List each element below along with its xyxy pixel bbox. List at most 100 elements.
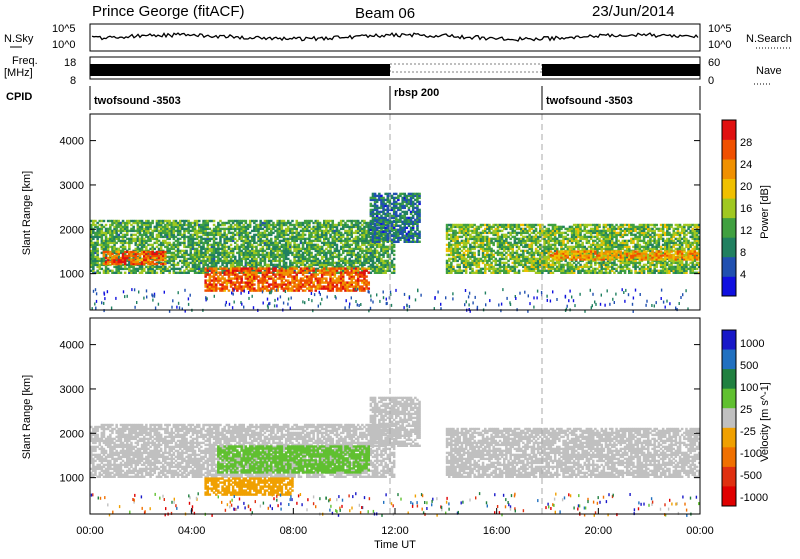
range-time-cell (270, 228, 273, 230)
range-time-cell (215, 267, 218, 269)
range-time-cell (291, 220, 294, 222)
range-time-cell (528, 252, 531, 254)
range-time-cell (259, 220, 262, 222)
range-time-cell (306, 267, 309, 269)
range-time-cell (399, 213, 402, 215)
range-time-cell (376, 250, 379, 252)
range-time-cell (164, 240, 167, 242)
range-time-cell (177, 222, 180, 224)
range-time-cell (469, 262, 472, 264)
range-time-cell (270, 283, 273, 285)
range-time-cell (283, 281, 286, 283)
range-time-cell (317, 244, 320, 246)
range-time-cell (230, 244, 233, 246)
freq-tick-low: 8 (70, 75, 76, 87)
range-time-cell (473, 252, 476, 254)
range-time-cell (482, 260, 485, 262)
range-time-cell (459, 236, 462, 238)
freq-label: Freq. (12, 55, 38, 67)
range-time-cell (376, 199, 379, 201)
range-time-cell (259, 232, 262, 234)
range-time-cell (365, 246, 368, 248)
range-time-cell (353, 281, 356, 283)
range-time-cell (107, 268, 110, 270)
range-time-cell (247, 224, 250, 226)
range-time-cell (518, 224, 521, 226)
range-time-cell (177, 268, 180, 270)
range-time-cell (107, 228, 110, 230)
range-time-cell (223, 222, 226, 224)
beam-label: Beam 06 (355, 5, 415, 22)
range-time-cell (505, 262, 508, 264)
range-time-cell (283, 230, 286, 232)
range-time-cell (213, 267, 216, 269)
range-time-cell (107, 251, 110, 253)
range-time-cell (528, 244, 531, 246)
range-time-cell (518, 232, 521, 234)
range-time-cell (154, 242, 157, 244)
range-time-cell (259, 248, 262, 250)
range-time-cell (270, 220, 273, 222)
range-time-cell (329, 220, 332, 222)
range-time-cell (505, 224, 508, 226)
range-time-cell (164, 246, 167, 248)
range-time-cell (357, 267, 360, 269)
range-time-cell (99, 272, 102, 274)
range-time-cell (469, 234, 472, 236)
range-time-cell (247, 262, 250, 264)
range-time-cell (317, 220, 320, 222)
range-time-cell (105, 224, 108, 226)
nsky-panel: N.Sky 10^5 10^0 10^5 10^0 N.Search (4, 23, 792, 51)
range-time-cell (376, 256, 379, 258)
range-time-cell (365, 275, 368, 277)
range-time-cell (342, 234, 345, 236)
range-time-cell (376, 264, 379, 266)
range-time-cell (353, 275, 356, 277)
range-time-cell (412, 193, 415, 195)
station-title: Prince George (fitACF) (92, 3, 245, 20)
range-time-cell (270, 260, 273, 262)
range-time-cell (156, 263, 159, 265)
freq-tick-high: 18 (64, 57, 76, 69)
range-time-cell (285, 262, 288, 264)
range-time-cell (459, 242, 462, 244)
range-time-cell (495, 268, 498, 270)
range-time-cell (446, 254, 449, 256)
range-time-cell (236, 244, 239, 246)
range-time-cell (329, 267, 332, 269)
range-time-cell (118, 230, 121, 232)
range-time-cell (518, 238, 521, 240)
range-time-cell (200, 236, 203, 238)
range-time-cell (304, 234, 307, 236)
range-time-cell (107, 257, 110, 259)
power-data-cells (90, 193, 700, 313)
range-time-cell (329, 242, 332, 244)
range-time-cell (190, 234, 193, 236)
range-time-cell (469, 244, 472, 246)
range-time-cell (259, 287, 262, 289)
range-time-cell (94, 232, 97, 234)
nave-label: Nave (756, 65, 782, 77)
range-time-cell (94, 224, 97, 226)
range-time-cell (223, 228, 226, 230)
range-time-cell (154, 263, 157, 265)
range-time-cell (393, 264, 396, 266)
range-time-cell (236, 220, 239, 222)
range-time-cell (365, 279, 368, 281)
range-time-cell (306, 275, 309, 277)
range-time-cell (177, 262, 180, 264)
range-time-cell (236, 267, 239, 269)
range-time-cell (329, 234, 332, 236)
range-time-cell (317, 277, 320, 279)
range-time-cell (118, 220, 121, 222)
range-time-cell (353, 238, 356, 240)
range-time-cell (325, 277, 328, 279)
range-time-cell (124, 246, 127, 248)
range-time-cell (236, 252, 239, 254)
nsky-tick-low: 10^0 (52, 39, 76, 51)
range-time-cell (393, 244, 396, 246)
range-time-cell (223, 271, 226, 273)
range-time-cell (270, 238, 273, 240)
range-time-cell (332, 220, 335, 222)
